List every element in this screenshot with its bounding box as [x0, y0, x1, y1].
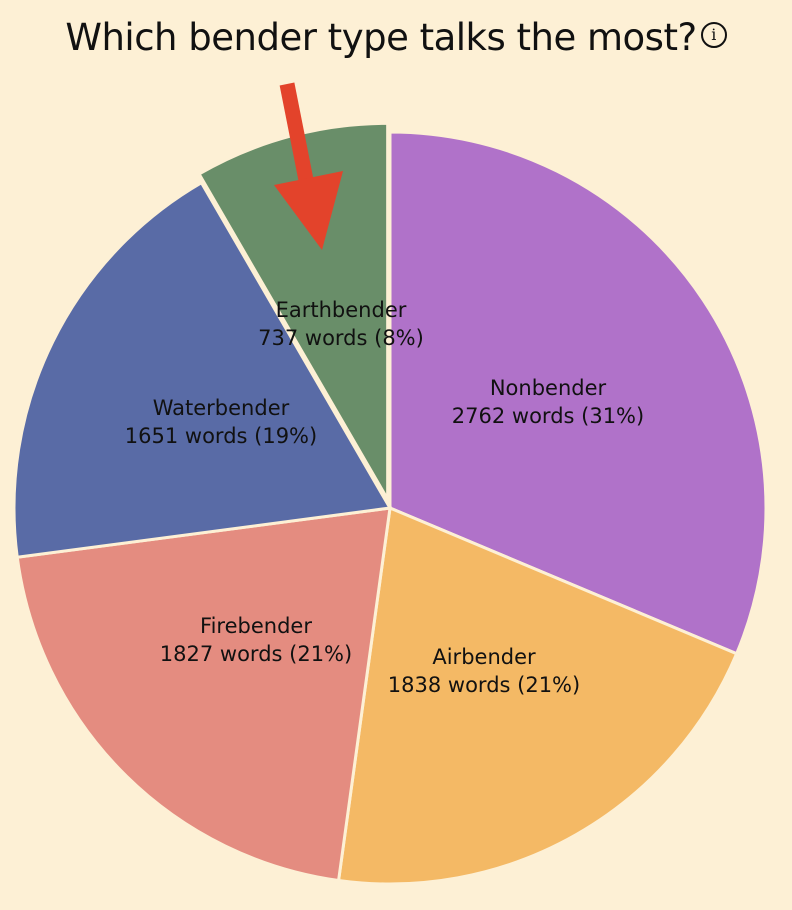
slice-name-nonbender: Nonbender: [490, 376, 607, 400]
slice-value-earthbender: 737 words (8%): [258, 326, 424, 350]
slice-label-earthbender: Earthbender 737 words (8%): [258, 298, 424, 350]
info-circle-icon[interactable]: i: [700, 22, 727, 48]
highlight-arrow: [274, 82, 343, 250]
slice-label-firebender: Firebender 1827 words (21%): [160, 614, 352, 666]
slice-label-airbender: Airbender 1838 words (21%): [388, 645, 580, 697]
slice-value-firebender: 1827 words (21%): [160, 642, 352, 666]
slice-airbender[interactable]: [336, 505, 739, 886]
pie-labels: Nonbender 2762 words (31%) Airbender 1838 w…: [125, 298, 644, 697]
slice-value-airbender: 1838 words (21%): [388, 673, 580, 697]
slice-label-nonbender: Nonbender 2762 words (31%): [452, 376, 644, 428]
slice-name-earthbender: Earthbender: [276, 298, 407, 322]
arrow-shaft: [279, 82, 314, 182]
slice-label-waterbender: Waterbender 1651 words (19%): [125, 396, 317, 448]
chart-title-text: Which bender type talks the most?: [65, 16, 697, 59]
slice-value-waterbender: 1651 words (19%): [125, 424, 317, 448]
slice-name-airbender: Airbender: [432, 645, 536, 669]
pie-slices: [12, 121, 768, 886]
slice-waterbender[interactable]: [12, 180, 393, 559]
slice-name-firebender: Firebender: [200, 614, 312, 638]
slice-nonbender[interactable]: [388, 130, 768, 656]
arrow-head: [274, 171, 343, 250]
slice-value-nonbender: 2762 words (31%): [452, 404, 644, 428]
slice-name-waterbender: Waterbender: [153, 396, 290, 420]
chart-title: Which bender type talks the most? i: [0, 14, 792, 59]
slice-firebender[interactable]: [15, 506, 392, 883]
